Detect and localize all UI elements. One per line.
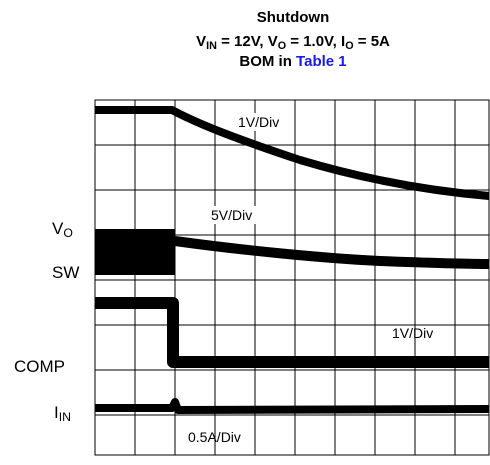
subtitle: VIN = 12V, VO = 1.0V, IO = 5A xyxy=(196,33,390,52)
subscript: IN xyxy=(59,410,71,424)
title: Shutdown xyxy=(257,9,329,26)
subscript: O xyxy=(345,40,353,52)
text-segment: I xyxy=(54,403,59,422)
text-segment: SW xyxy=(52,263,79,282)
trace-label: VO xyxy=(52,219,73,240)
subscript: O xyxy=(278,40,286,52)
comp-trace xyxy=(95,297,489,368)
text-segment: = 12V, V xyxy=(217,33,278,50)
scale-label: 5V/Div xyxy=(211,207,252,223)
text-segment: V xyxy=(196,33,206,50)
trace-label: COMP xyxy=(14,357,65,376)
frame xyxy=(94,99,490,456)
sw-trace xyxy=(174,236,490,269)
trace-label: SW xyxy=(52,263,79,282)
text-segment: = 1.0V, I xyxy=(286,33,345,50)
text-segment: V xyxy=(52,219,64,238)
bom-line: BOM in Table 1 xyxy=(239,53,346,70)
iin-trace xyxy=(95,398,490,414)
scale-label: 1V/Div xyxy=(238,114,279,130)
scale-label: 0.5A/Div xyxy=(188,429,241,445)
sw-switching xyxy=(95,229,175,275)
text-segment: = 5A xyxy=(354,33,390,50)
trace-label: IIN xyxy=(54,403,71,424)
text-segment[interactable]: Table 1 xyxy=(296,53,347,70)
text-segment: BOM in xyxy=(239,53,296,70)
vo-trace xyxy=(95,106,490,200)
label-bg xyxy=(209,206,269,224)
scale-label: 1V/Div xyxy=(392,325,433,341)
label-bg xyxy=(236,113,284,131)
subscript: O xyxy=(63,226,73,240)
text-segment: COMP xyxy=(14,357,65,376)
subscript: IN xyxy=(206,40,217,52)
